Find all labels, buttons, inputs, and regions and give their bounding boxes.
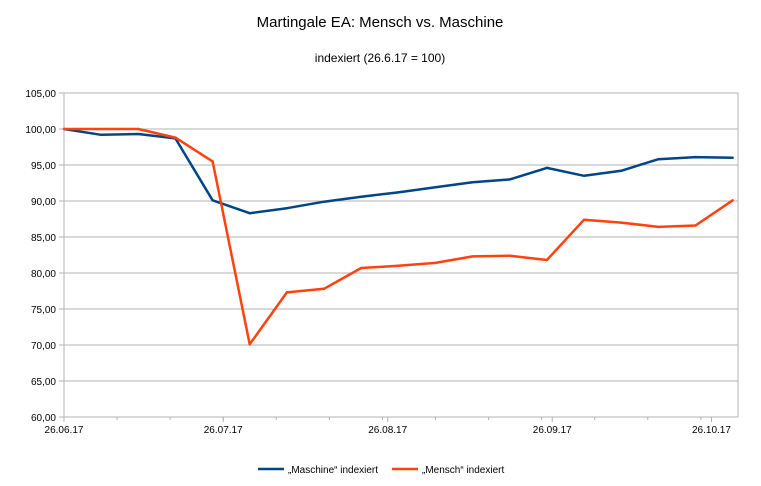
data-point <box>174 136 177 139</box>
data-point <box>731 156 734 159</box>
data-point <box>211 160 214 163</box>
legend-label: „Maschine“ indexiert <box>288 465 378 476</box>
legend-label: „Mensch“ indexiert <box>422 465 504 476</box>
chart-subtitle: indexiert (26.6.17 = 100) <box>315 51 445 65</box>
data-point <box>99 133 103 136</box>
x-tick-label: 26.07.17 <box>204 425 243 436</box>
y-tick-label: 105,00 <box>25 89 56 100</box>
data-point <box>99 127 103 131</box>
data-point <box>434 261 437 265</box>
data-point <box>359 266 363 270</box>
data-point <box>137 127 140 131</box>
y-tick-label: 90,00 <box>31 197 56 208</box>
x-tick-label: 26.08.17 <box>368 425 407 436</box>
y-tick-label: 75,00 <box>31 305 56 316</box>
data-point <box>508 254 511 257</box>
y-tick-label: 85,00 <box>31 233 56 244</box>
y-tick-label: 65,00 <box>31 377 56 388</box>
data-point <box>434 186 437 189</box>
data-point <box>248 343 251 346</box>
data-point <box>694 155 697 159</box>
data-point <box>211 199 214 202</box>
x-tick-label: 26.09.17 <box>533 425 572 436</box>
y-tick-label: 100,00 <box>25 125 56 136</box>
data-point <box>620 221 623 224</box>
data-point <box>545 166 549 170</box>
data-point <box>359 195 363 198</box>
data-point <box>731 199 734 202</box>
data-point <box>471 255 474 258</box>
y-tick-label: 80,00 <box>31 269 56 280</box>
data-point <box>322 200 326 203</box>
y-tick-label: 95,00 <box>31 161 56 172</box>
x-tick-label: 26.10.17 <box>692 425 731 436</box>
data-point <box>248 212 251 215</box>
plot-area-frame <box>63 92 739 418</box>
data-point <box>620 169 623 172</box>
data-point <box>694 224 697 227</box>
y-tick-label: 70,00 <box>31 341 56 352</box>
data-point <box>137 132 140 136</box>
data-point <box>397 264 400 267</box>
data-point <box>508 178 511 181</box>
data-point <box>285 291 289 294</box>
data-point <box>285 207 289 210</box>
data-point <box>471 181 474 184</box>
chart-title: Martingale EA: Mensch vs. Maschine <box>257 14 504 31</box>
data-point <box>322 287 326 291</box>
x-tick-label: 26.06.17 <box>45 425 84 436</box>
data-point <box>582 218 586 221</box>
data-point <box>657 225 660 229</box>
data-point <box>62 127 66 131</box>
data-point <box>545 258 549 262</box>
data-point <box>582 174 586 177</box>
data-point <box>397 191 400 194</box>
data-point <box>657 158 660 161</box>
y-tick-label: 60,00 <box>31 413 56 424</box>
